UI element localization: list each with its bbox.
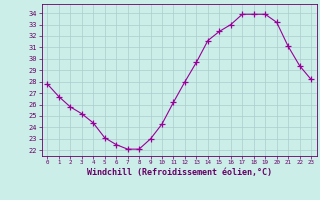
- X-axis label: Windchill (Refroidissement éolien,°C): Windchill (Refroidissement éolien,°C): [87, 168, 272, 177]
